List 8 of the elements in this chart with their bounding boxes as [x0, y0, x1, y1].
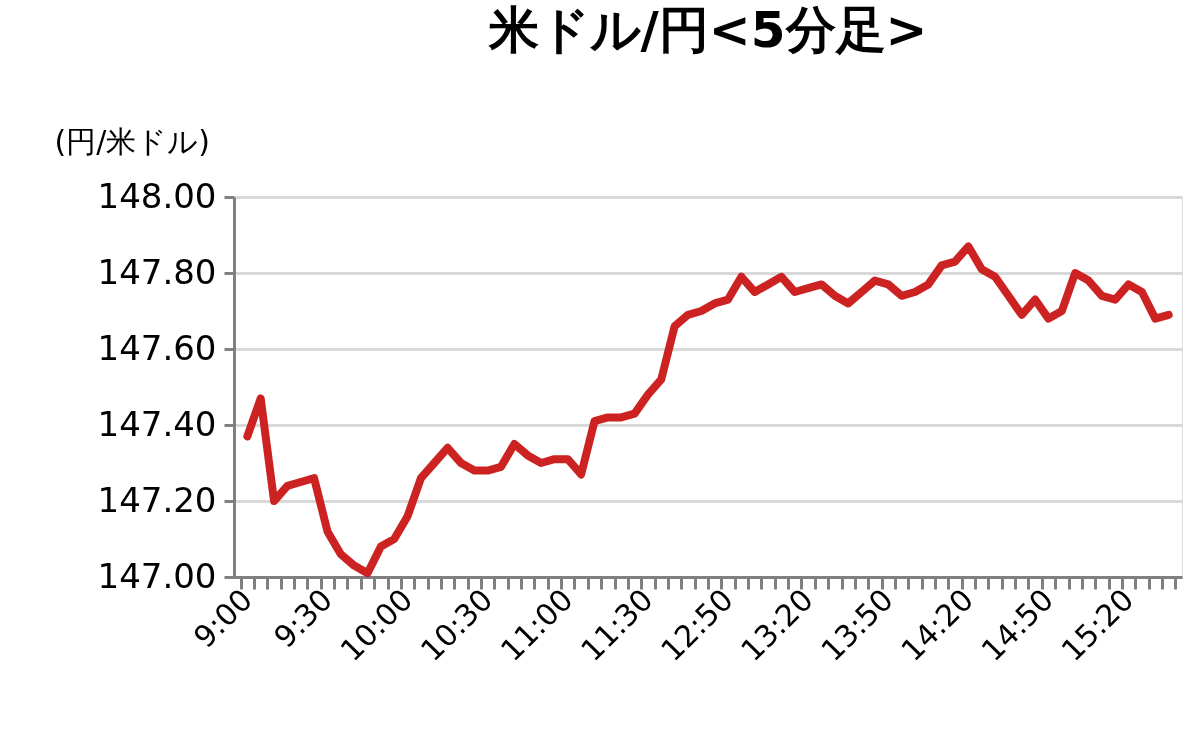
chart-title: 米ドル/円<5分足> [487, 1, 928, 59]
y-tick-label: 147.80 [97, 251, 217, 292]
y-tick-label: 147.20 [97, 479, 217, 520]
y-tick-label: 148.00 [97, 175, 217, 216]
y-tick-label: 147.40 [97, 403, 217, 444]
y-tick-label: 147.60 [97, 327, 217, 368]
y-tick-label: 147.00 [97, 555, 217, 596]
y-axis-title: (円/米ドル) [54, 123, 211, 159]
